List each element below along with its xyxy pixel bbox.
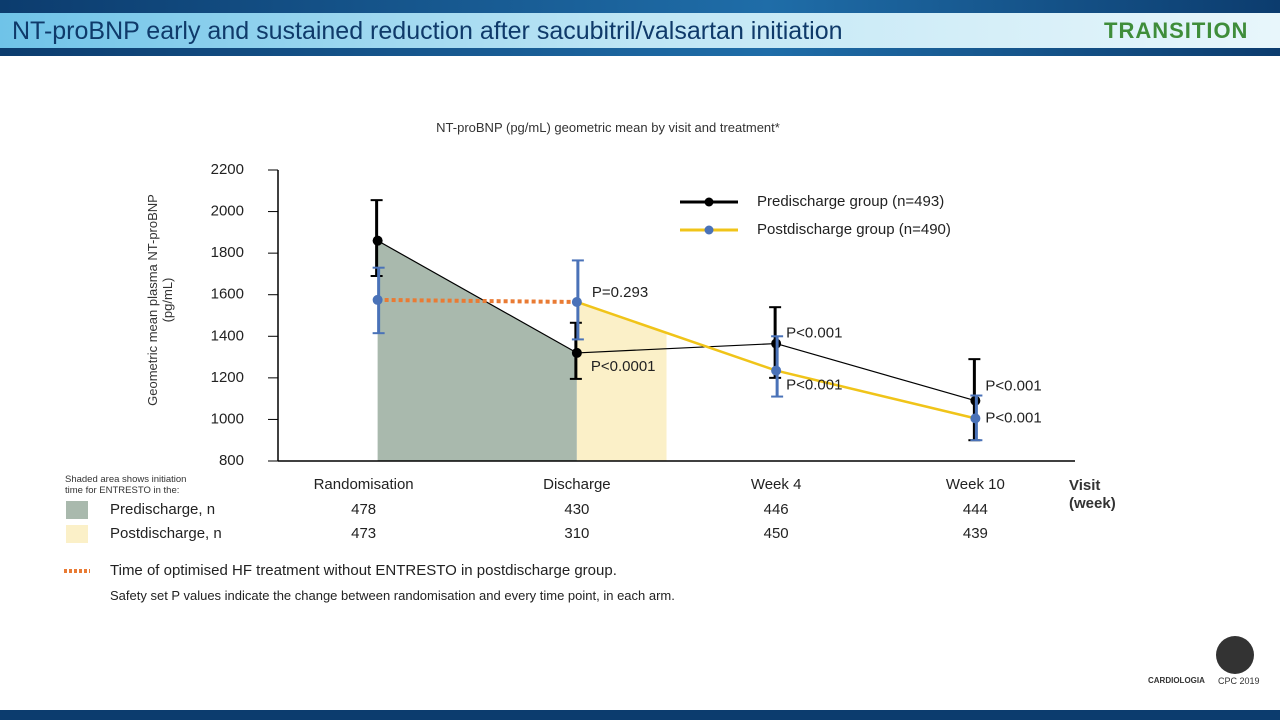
y-tick-label: 2200 [211,161,244,178]
p-value-label: P<0.001 [786,325,842,342]
data-point [571,296,582,307]
footer-bar [0,710,1280,720]
y-tick-label: 1800 [211,244,244,261]
table-cell: 310 [564,525,589,542]
x-axis-label: Visit (week) [1069,477,1116,512]
note: Time of optimised HF treatment without E… [110,562,617,579]
data-point [372,294,383,305]
y-tick-label: 1000 [211,410,244,427]
table-caption: Shaded area shows initiation time for EN… [65,474,187,496]
p-value-label: P<0.0001 [591,358,656,375]
p-value-label: P=0.293 [592,284,648,301]
line-segment [377,240,578,354]
y-tick-label: 800 [219,452,244,469]
table-swatch [66,501,88,519]
legend-label: Postdischarge group (n=490) [757,221,951,238]
line-segment [576,300,777,372]
footer-logo: CPC 2019 [1218,676,1260,686]
table-cell: 430 [564,501,589,518]
table-cell: 444 [963,501,988,518]
y-tick-label: 1200 [211,369,244,386]
note: Safety set P values indicate the change … [110,588,675,603]
slide-title: NT-proBNP early and sustained reduction … [12,17,843,45]
line-segment [775,369,976,420]
footer-icon [1216,636,1254,674]
table-cell: 446 [764,501,789,518]
line-segment [377,297,577,304]
table-swatch [66,525,88,543]
legend-marker [704,197,714,207]
x-tick-label: Randomisation [314,476,414,493]
y-tick-label: 1400 [211,327,244,344]
data-point [571,347,582,358]
header-band [0,13,1280,48]
chart-title: NT-proBNP (pg/mL) geometric mean by visi… [436,120,780,135]
logo: TRANSITION [1104,18,1249,43]
data-point [771,365,782,376]
y-tick-label: 1600 [211,286,244,303]
p-value-label: P<0.001 [786,377,842,394]
table-cell: 473 [351,525,376,542]
legend-label: Predischarge group (n=493) [757,193,944,210]
y-tick-label: 2000 [211,203,244,220]
shaded-area [576,301,667,461]
table-cell: 439 [963,525,988,542]
shaded-area [377,240,577,461]
data-point [970,413,981,424]
line-segment [775,342,976,402]
table-row-label: Postdischarge, n [110,525,222,542]
p-value-label: P<0.001 [985,378,1041,395]
p-value-label: P<0.001 [985,409,1041,426]
footer-logo: CARDIOLOGIA [1148,676,1205,685]
table-cell: 478 [351,501,376,518]
x-tick-label: Week 4 [751,476,802,493]
table-cell: 450 [764,525,789,542]
line-segment [576,342,777,354]
table-row-label: Predischarge, n [110,501,215,518]
x-tick-label: Week 10 [946,476,1005,493]
data-point [372,235,383,246]
legend-marker [704,225,714,235]
x-tick-label: Discharge [543,476,611,493]
